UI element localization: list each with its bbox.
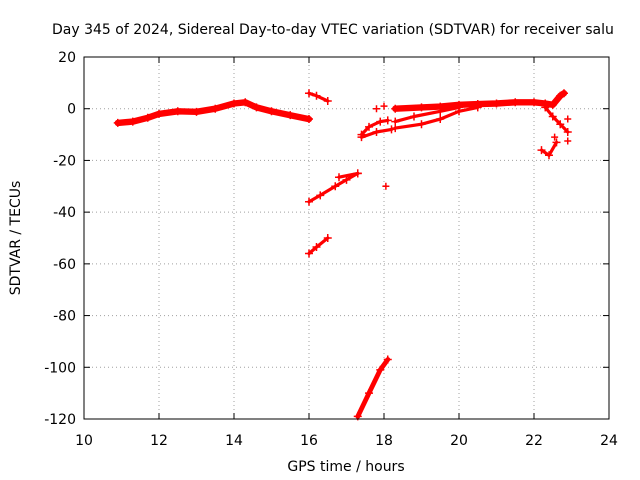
data-point-marker xyxy=(556,120,565,129)
data-point-marker xyxy=(155,109,163,118)
data-point-marker xyxy=(312,91,321,100)
data-point-marker xyxy=(564,137,572,145)
data-point-marker xyxy=(192,107,201,116)
data-point-marker xyxy=(545,151,553,160)
plot-frame xyxy=(83,56,610,420)
data-point-marker xyxy=(560,89,568,98)
data-point-marker xyxy=(286,111,295,120)
y-tick-label: -100 xyxy=(44,360,76,376)
y-tick-label: -80 xyxy=(53,309,76,325)
data-point-marker xyxy=(267,107,276,116)
x-tick-labels: 10 12 14 16 18 20 22 24 xyxy=(75,433,618,449)
data-point-marker xyxy=(391,124,400,133)
data-point-marker xyxy=(173,107,182,116)
data-point-marker xyxy=(312,243,321,252)
data-point-marker xyxy=(383,116,392,125)
data-point-marker xyxy=(128,117,137,126)
x-tick-label: 24 xyxy=(600,433,618,449)
data-point-marker xyxy=(552,138,561,147)
data-series-trace xyxy=(307,91,330,103)
x-tick-label: 10 xyxy=(75,433,93,449)
data-point-marker xyxy=(380,102,388,110)
data-point-marker xyxy=(492,99,501,108)
y-tick-labels: 20 0 -20 -40 -60 -80 -100 -120 xyxy=(44,50,76,428)
data-point-marker xyxy=(305,197,313,206)
data-point-marker xyxy=(230,99,238,108)
data-point-marker xyxy=(316,191,325,200)
x-tick-label: 20 xyxy=(450,433,468,449)
y-tick-label: -120 xyxy=(44,412,76,428)
y-tick-label: -60 xyxy=(53,257,76,273)
data-point-marker xyxy=(436,102,445,111)
data-point-marker xyxy=(417,120,426,129)
data-point-marker xyxy=(537,146,546,155)
data-point-marker xyxy=(436,115,445,124)
data-point-marker xyxy=(372,127,381,136)
x-tick-label: 22 xyxy=(525,433,543,449)
y-tick-label: -40 xyxy=(53,205,76,221)
data-point-marker xyxy=(357,133,366,142)
data-point-marker xyxy=(376,117,385,126)
data-point-marker xyxy=(387,125,396,134)
data-point-marker xyxy=(564,115,572,123)
data-point-marker xyxy=(383,355,392,364)
data-point-marker xyxy=(548,100,557,109)
data-point-marker xyxy=(305,249,313,258)
data-point-marker xyxy=(365,389,373,398)
data-point-marker xyxy=(252,103,261,112)
x-tick-label: 12 xyxy=(150,433,168,449)
data-series-trace xyxy=(114,99,313,127)
data-point-marker xyxy=(391,104,400,113)
y-axis-label: SDTVAR / TECUs xyxy=(8,181,24,296)
x-tick-label: 16 xyxy=(300,433,318,449)
y-tick-label: 20 xyxy=(58,50,76,66)
x-tick-label: 14 xyxy=(225,433,243,449)
data-point-marker xyxy=(548,112,557,121)
y-tick-label: -20 xyxy=(53,153,76,169)
data-point-marker xyxy=(211,104,220,113)
data-point-marker xyxy=(417,103,426,112)
data-series-trace xyxy=(307,236,330,256)
data-point-marker xyxy=(365,122,373,131)
data-point-marker xyxy=(241,98,250,107)
data-series-trace xyxy=(393,105,461,124)
data-point-marker xyxy=(541,103,550,112)
x-axis-label: GPS time / hours xyxy=(287,459,404,475)
y-tick-label: 0 xyxy=(67,102,76,118)
data-point-marker xyxy=(323,96,332,105)
data-point-marker xyxy=(551,133,559,141)
grid-lines xyxy=(84,57,609,419)
data-series-trace xyxy=(355,357,391,419)
data-point-marker xyxy=(382,182,390,190)
chart-title: Day 345 of 2024, Sidereal Day-to-day VTE… xyxy=(52,22,614,38)
data-point-marker xyxy=(353,169,362,178)
data-points xyxy=(113,89,572,421)
data-point-marker xyxy=(373,105,380,113)
data-point-marker xyxy=(455,100,463,109)
data-series-trace xyxy=(543,105,570,134)
data-point-marker xyxy=(305,89,313,98)
data-series-trace xyxy=(392,90,568,112)
data-point-marker xyxy=(530,98,538,107)
data-point-marker xyxy=(335,173,343,182)
data-point-marker xyxy=(473,100,482,109)
data-point-marker xyxy=(376,365,385,374)
data-point-marker xyxy=(410,112,418,121)
data-point-marker xyxy=(563,127,572,136)
x-tick-label: 18 xyxy=(375,433,393,449)
data-point-marker xyxy=(331,182,340,191)
data-point-marker xyxy=(143,113,152,122)
data-point-marker xyxy=(305,115,313,124)
data-point-marker xyxy=(323,234,332,242)
data-point-marker xyxy=(511,98,520,107)
data-point-marker xyxy=(113,118,122,127)
data-series-trace xyxy=(307,171,360,204)
